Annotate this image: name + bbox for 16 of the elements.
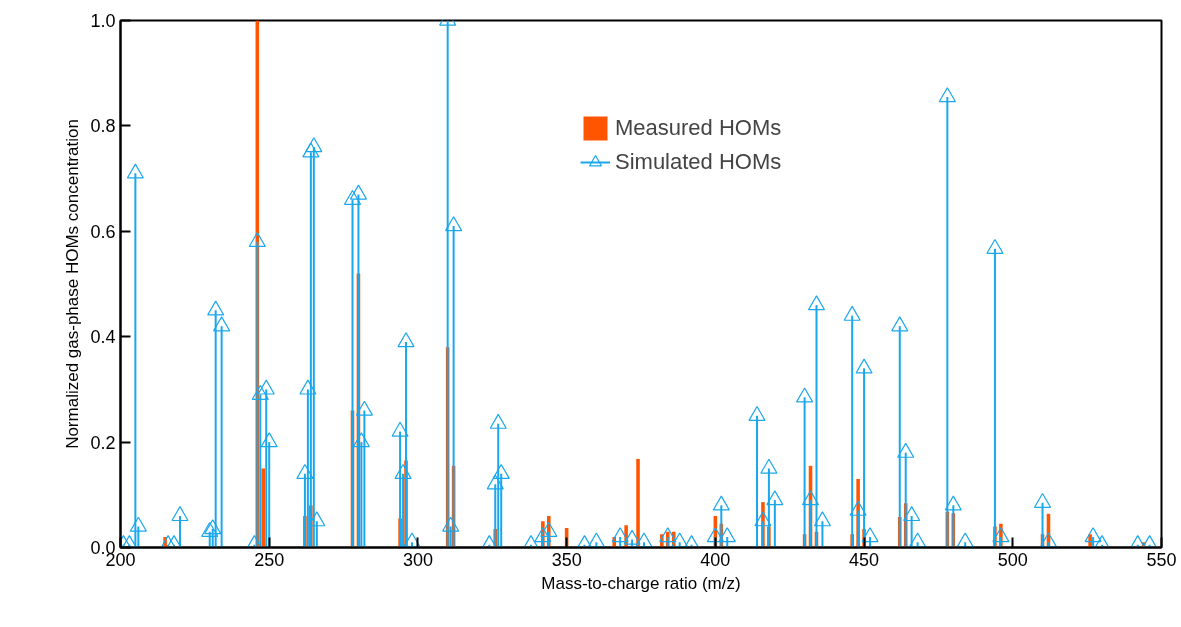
x-tick-label: 250: [254, 549, 285, 570]
x-tick-label: 500: [997, 549, 1028, 570]
legend-label: Measured HOMs: [615, 115, 782, 141]
y-tick-label: 0.8: [90, 116, 116, 137]
x-tick-label: 300: [402, 549, 433, 570]
x-tick-label: 550: [1146, 549, 1177, 570]
x-axis-title: Mass-to-charge ratio (m/z): [541, 573, 741, 593]
y-tick-label: 0.4: [90, 327, 116, 348]
x-tick-label: 400: [700, 549, 731, 570]
y-axis-title: Normalized gas-phase HOMs concentration: [63, 119, 83, 449]
y-tick-label: 0.2: [90, 432, 116, 453]
x-tick-label: 350: [551, 549, 582, 570]
y-tick-label: 1.0: [90, 11, 116, 31]
legend-label: Simulated HOMs: [615, 149, 782, 175]
x-tick-label: 450: [849, 549, 880, 570]
y-tick-label: 0.6: [90, 221, 116, 242]
